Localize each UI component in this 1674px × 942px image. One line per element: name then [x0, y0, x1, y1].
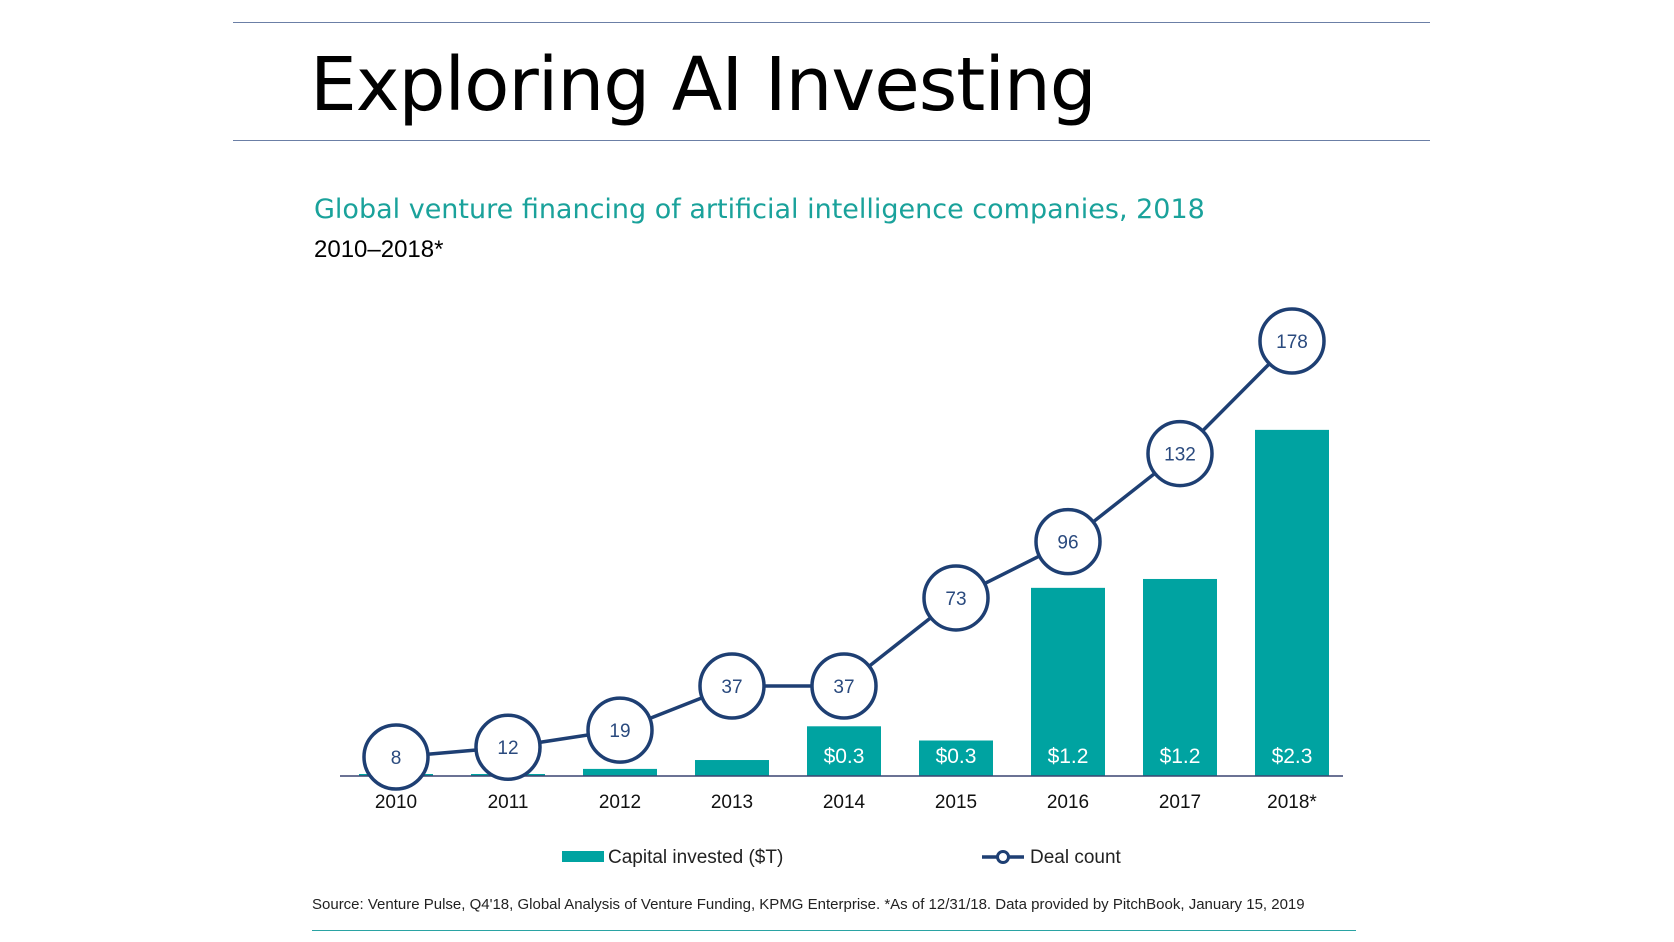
- x-tick-label: 2017: [1159, 792, 1201, 813]
- legend: Capital invested ($T) Deal count: [562, 847, 1122, 868]
- capital-bar-label: $0.3: [824, 745, 865, 768]
- deal-count-marker: [1034, 507, 1102, 576]
- capital-bar-2016: [1031, 587, 1105, 776]
- deal-count-marker: [698, 652, 766, 720]
- title-underline: [233, 140, 1430, 141]
- top-rule: [233, 22, 1430, 23]
- deal-count-marker: [474, 713, 542, 781]
- capital-bar-2012: [583, 768, 657, 776]
- bottom-rule: [312, 930, 1356, 931]
- chart-title: Global venture financing of artificial i…: [314, 194, 1205, 225]
- capital-bar-2018: [1255, 429, 1329, 776]
- capital-bar-2015: [919, 740, 993, 776]
- x-tick-label: 2016: [1047, 792, 1089, 813]
- deal-count-label: 132: [1164, 445, 1196, 466]
- capital-bar-label: $1.2: [1048, 745, 1089, 768]
- deal-count-marker: [1258, 307, 1326, 375]
- deal-count-label: 19: [609, 721, 630, 742]
- capital-bar-2014: [807, 726, 881, 776]
- capital-bar-label: $2.3: [1272, 745, 1313, 768]
- deal-count-label: 8: [391, 748, 402, 769]
- bars-layer: [359, 429, 1329, 776]
- x-tick-label: 2015: [935, 792, 977, 813]
- x-tick-label: 2012: [599, 792, 641, 813]
- deal-count-marker: [810, 652, 878, 720]
- slide-title: Exploring AI Investing: [310, 42, 1097, 128]
- deal-count-label: 37: [721, 677, 742, 698]
- legend-line-label: Deal count: [1030, 847, 1122, 868]
- chart-subtitle: 2010–2018*: [314, 236, 444, 263]
- source-note: Source: Venture Pulse, Q4'18, Global Ana…: [312, 896, 1305, 913]
- deal-count-line-layer: 8 12 19 37 37 73 96 132 178: [362, 307, 1326, 791]
- deal-count-marker: [586, 696, 654, 764]
- x-tick-label: 2018*: [1267, 792, 1317, 813]
- capital-bar-label: $1.2: [1160, 745, 1201, 768]
- legend-bar-swatch: [562, 851, 604, 862]
- x-tick-label: 2011: [488, 792, 529, 813]
- deal-count-label: 96: [1057, 533, 1078, 554]
- x-tick-label: 2014: [823, 792, 866, 813]
- x-tick-labels: 2010 2011 2012 2013 2014 2015 2016 2017 2018*: [375, 792, 1318, 813]
- x-tick-label: 2010: [375, 792, 417, 813]
- deal-count-label: 12: [497, 738, 518, 759]
- capital-bar-label: $0.3: [936, 745, 977, 768]
- deal-count-marker: [1146, 419, 1214, 488]
- deal-count-label: 178: [1276, 332, 1308, 353]
- deal-count-label: 73: [945, 589, 966, 610]
- bar-labels-layer: $0.3 $0.3 $1.2 $1.2 $2.3: [824, 745, 1313, 768]
- capital-bar-2013: [695, 760, 769, 776]
- legend-line-marker: [996, 850, 1010, 864]
- deal-count-marker: [922, 564, 990, 632]
- capital-bar-2017: [1143, 578, 1217, 776]
- deal-count-marker: [362, 723, 430, 791]
- legend-bar-label: Capital invested ($T): [608, 847, 783, 868]
- x-tick-label: 2013: [711, 792, 753, 813]
- deal-count-label: 37: [833, 677, 854, 698]
